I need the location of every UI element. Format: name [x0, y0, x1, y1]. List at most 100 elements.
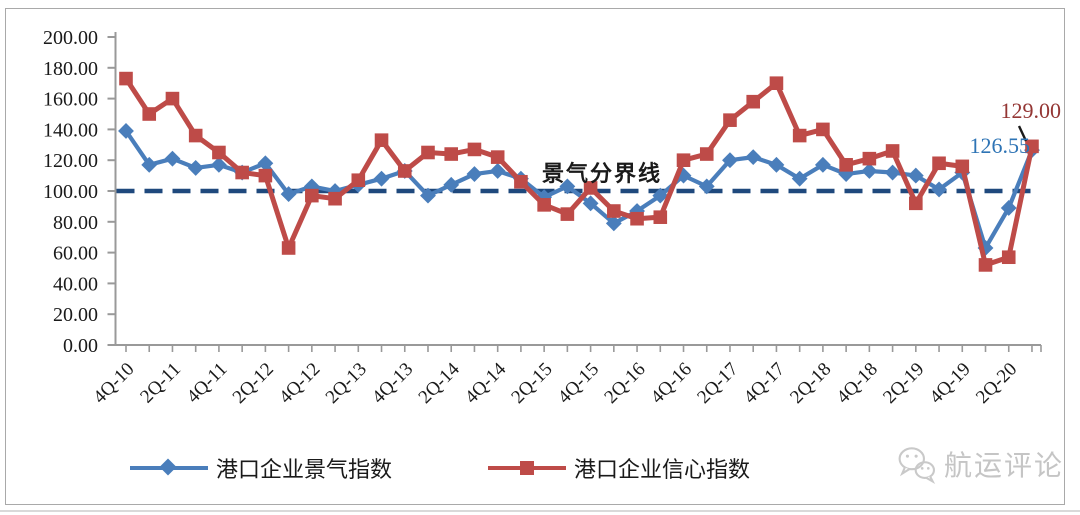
square-marker — [467, 142, 482, 157]
square-marker — [212, 145, 226, 160]
x-tick-label: 2Q-12 — [229, 359, 278, 408]
square-marker — [816, 122, 830, 137]
y-tick-label: 100.00 — [43, 181, 98, 203]
x-tick-label: 4Q-18 — [833, 359, 882, 408]
diamond-marker — [280, 186, 297, 202]
x-tick-label: 4Q-19 — [926, 359, 975, 408]
square-marker — [351, 173, 366, 188]
square-marker — [1025, 139, 1039, 154]
square-marker — [653, 210, 668, 224]
square-marker — [909, 196, 923, 211]
square-marker — [978, 258, 993, 272]
diamond-marker — [164, 150, 181, 167]
square-marker — [258, 168, 273, 183]
x-tick-label: 2Q-20 — [972, 359, 1021, 408]
square-marker — [769, 76, 784, 90]
square-marker — [421, 145, 435, 160]
square-marker — [583, 181, 598, 195]
annotation-leader-line — [1017, 125, 1028, 142]
chart-frame — [5, 8, 1065, 505]
x-tick-label: 2Q-17 — [693, 359, 742, 408]
x-tick-label: 4Q-12 — [275, 359, 324, 408]
x-tick-label: 4Q-14 — [461, 358, 511, 408]
square-marker — [862, 151, 877, 166]
y-tick-label: 80.00 — [53, 212, 98, 234]
square-marker — [374, 133, 389, 147]
x-tick-label: 4Q-10 — [89, 359, 138, 408]
diamond-marker — [443, 176, 460, 193]
annotation-prosperity-last-value: 126.55 — [969, 133, 1031, 158]
square-marker — [885, 144, 900, 158]
square-marker — [676, 153, 691, 167]
square-marker — [1001, 250, 1016, 265]
square-marker — [746, 94, 761, 109]
square-marker — [955, 159, 970, 174]
y-tick-label: 20.00 — [53, 304, 98, 326]
x-tick-label: 4Q-13 — [368, 359, 417, 408]
square-marker — [792, 128, 807, 143]
diamond-marker — [466, 166, 483, 182]
series-line-prosperity — [124, 129, 1034, 251]
square-series-marker-icon — [488, 459, 566, 477]
x-tick-label: 4Q-15 — [554, 359, 603, 408]
y-tick-label: 120.00 — [43, 150, 98, 172]
diamond-marker — [745, 149, 762, 166]
x-tick-label: 2Q-11 — [136, 359, 185, 408]
annotation-confidence-last-value: 129.00 — [1000, 98, 1062, 123]
square-marker — [328, 191, 342, 206]
square-marker — [630, 211, 644, 226]
square-marker — [142, 107, 157, 121]
y-tick-label: 160.00 — [43, 89, 98, 111]
y-tick-label: 0.00 — [63, 335, 98, 357]
y-tick-label: 180.00 — [43, 58, 98, 80]
square-marker — [165, 91, 180, 106]
square-marker — [699, 147, 714, 161]
square-marker — [514, 174, 528, 189]
legend-item-prosperity-index[interactable]: 港口企业景气指数 — [129, 452, 392, 484]
square-marker — [560, 207, 575, 221]
y-tick-label: 140.00 — [43, 119, 98, 141]
diamond-marker — [187, 159, 204, 176]
y-tick-label: 40.00 — [53, 273, 98, 295]
square-marker — [537, 198, 551, 212]
diamond-series-marker-icon — [129, 458, 208, 477]
diamond-marker — [373, 170, 390, 187]
x-tick-label: 4Q-11 — [183, 359, 232, 408]
square-marker — [839, 158, 853, 172]
square-marker — [235, 165, 249, 180]
legend-label-confidence: 港口企业信心指数 — [574, 457, 751, 482]
legend-label-prosperity: 港口企业景气指数 — [215, 457, 392, 482]
square-marker — [607, 204, 621, 218]
x-tick-label: 4Q-16 — [647, 359, 696, 408]
x-tick-label: 2Q-18 — [786, 359, 835, 408]
x-tick-label: 2Q-13 — [322, 359, 371, 408]
x-tick-label: 4Q-17 — [740, 359, 789, 408]
x-tick-label: 2Q-16 — [600, 359, 649, 408]
diamond-marker — [118, 123, 134, 139]
x-tick-label: 2Q-19 — [879, 359, 928, 408]
chart-legend: 港口企业景气指数 港口企业信心指数 — [0, 452, 880, 484]
watermark-text: 航运评论 — [943, 451, 1064, 482]
square-marker — [444, 147, 459, 161]
square-marker — [305, 188, 319, 203]
square-marker — [932, 156, 946, 171]
square-marker — [188, 128, 203, 143]
legend-item-confidence-index[interactable]: 港口企业信心指数 — [488, 452, 750, 484]
series-line-confidence — [123, 77, 1035, 268]
wechat-icon — [898, 447, 936, 484]
bottom-divider — [0, 510, 1080, 512]
diamond-marker — [211, 156, 227, 173]
square-marker — [119, 71, 133, 86]
diamond-marker — [420, 187, 436, 204]
x-tick-label: 2Q-15 — [507, 359, 556, 408]
square-marker — [490, 150, 505, 164]
diamond-marker — [141, 156, 158, 173]
watermark: 航运评论 — [896, 444, 1064, 484]
y-tick-label: 200.00 — [43, 27, 98, 49]
square-marker — [397, 164, 412, 178]
square-marker — [723, 113, 737, 127]
boundary-line-label: 景气分界线 — [542, 161, 663, 186]
square-marker — [281, 241, 296, 255]
